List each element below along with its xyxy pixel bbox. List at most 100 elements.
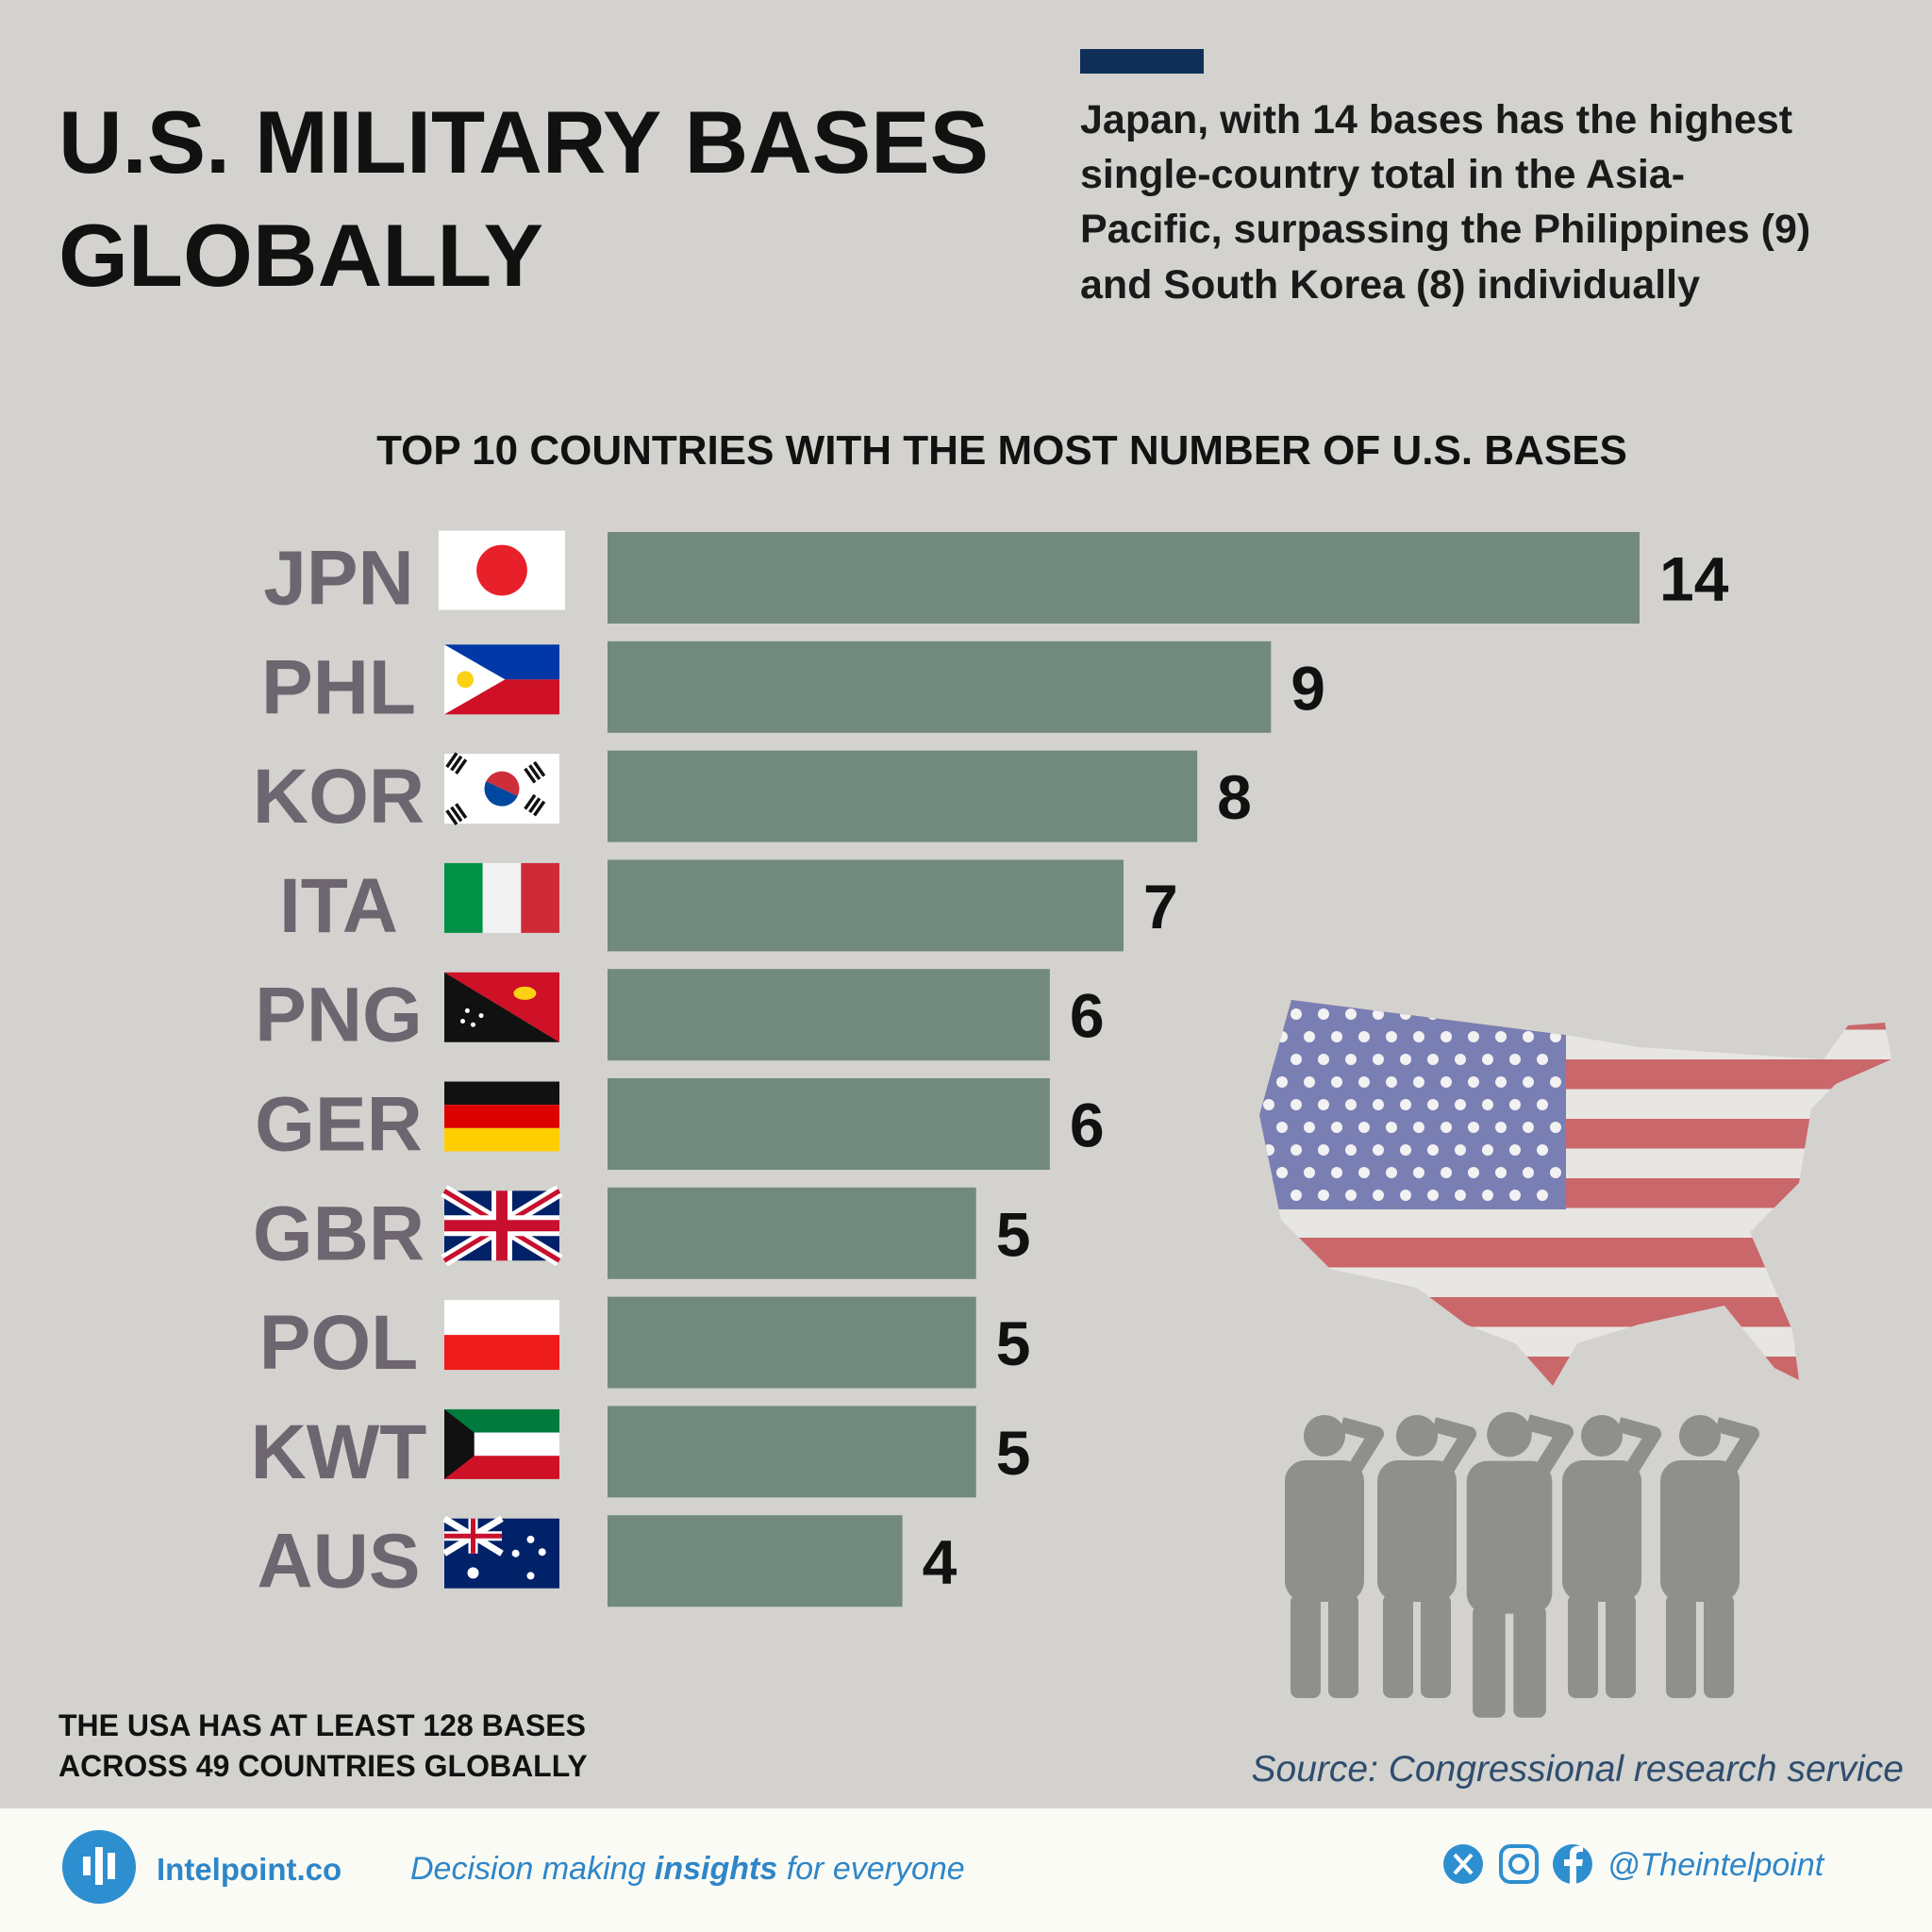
bar xyxy=(608,859,1124,952)
soldier-head xyxy=(1304,1415,1345,1457)
value-label: 9 xyxy=(1291,653,1325,723)
star xyxy=(1482,1190,1493,1201)
flag-band xyxy=(444,1081,559,1106)
flag xyxy=(444,862,559,933)
star xyxy=(1291,1099,1302,1110)
flag xyxy=(444,752,559,825)
star xyxy=(1523,1167,1534,1178)
flag-star xyxy=(478,1013,484,1019)
value-label: 8 xyxy=(1217,762,1252,832)
bar xyxy=(608,1078,1050,1170)
star xyxy=(1495,1167,1507,1178)
soldier-leg xyxy=(1666,1594,1696,1698)
star xyxy=(1537,1144,1548,1156)
flag-star xyxy=(526,1572,535,1580)
star xyxy=(1386,1122,1397,1133)
value-label: 5 xyxy=(996,1308,1031,1378)
star xyxy=(1441,1076,1452,1088)
star xyxy=(1441,1031,1452,1042)
instagram-icon-lens xyxy=(1508,1854,1529,1874)
flag-band xyxy=(444,862,483,933)
soldier-body xyxy=(1285,1460,1364,1602)
star xyxy=(1482,1144,1493,1156)
tagline: Decision making insights for everyone xyxy=(410,1851,965,1887)
star xyxy=(1318,1190,1329,1201)
star xyxy=(1550,1122,1561,1133)
star xyxy=(1345,1054,1357,1065)
tagline-part: Decision making xyxy=(410,1851,646,1887)
chart-title: TOP 10 COUNTRIES WITH THE MOST NUMBER OF… xyxy=(376,427,1627,474)
bar xyxy=(608,750,1198,842)
star xyxy=(1373,1144,1384,1156)
star xyxy=(1304,1122,1315,1133)
category-label: POL xyxy=(259,1300,419,1386)
flag-bar xyxy=(528,764,541,781)
star xyxy=(1373,1190,1384,1201)
title-line: GLOBALLY xyxy=(58,206,543,305)
accent-bar xyxy=(1080,49,1204,74)
logo-bar xyxy=(108,1853,115,1879)
star xyxy=(1468,1076,1479,1088)
flag-field xyxy=(444,1335,559,1371)
flag-triangle xyxy=(444,644,506,715)
x-icon-glyph xyxy=(1453,1853,1474,1875)
star xyxy=(1304,1167,1315,1178)
star xyxy=(1455,1144,1466,1156)
star xyxy=(1276,1122,1288,1133)
handle[interactable]: @Theintelpoint xyxy=(1607,1847,1825,1883)
star xyxy=(1509,1099,1521,1110)
star xyxy=(1276,1076,1288,1088)
flag-bar xyxy=(528,797,541,813)
flag-bar xyxy=(455,758,468,774)
star xyxy=(1455,1099,1466,1110)
star xyxy=(1345,1008,1357,1020)
star xyxy=(1400,1144,1411,1156)
flag xyxy=(441,1185,563,1267)
star xyxy=(1455,1190,1466,1201)
instagram-icon[interactable] xyxy=(1499,1844,1539,1884)
note-line: ACROSS 49 COUNTRIES GLOBALLY xyxy=(58,1749,588,1783)
flag-bar xyxy=(445,752,458,769)
category-label: GBR xyxy=(253,1191,425,1276)
category-label: KOR xyxy=(253,754,425,840)
flag-band xyxy=(482,862,522,933)
flag-star xyxy=(460,1019,466,1024)
star xyxy=(1468,1031,1479,1042)
flag-band xyxy=(444,1105,559,1128)
category-label: PHL xyxy=(261,644,416,730)
flag-field xyxy=(444,1300,559,1336)
soldier-leg xyxy=(1568,1594,1598,1698)
soldier-leg xyxy=(1704,1594,1734,1698)
flag xyxy=(444,644,559,715)
flag xyxy=(444,1408,559,1479)
flag xyxy=(439,530,565,610)
flag-bar xyxy=(524,767,537,784)
star xyxy=(1427,1190,1439,1201)
star xyxy=(1509,1054,1521,1065)
star xyxy=(1550,1167,1561,1178)
flag xyxy=(444,972,559,1042)
category-label: KWT xyxy=(251,1409,427,1495)
star xyxy=(1331,1167,1342,1178)
soldier-leg xyxy=(1606,1594,1636,1698)
flag-star xyxy=(464,1008,470,1013)
star xyxy=(1291,1054,1302,1065)
bar xyxy=(608,641,1272,733)
category-label: ITA xyxy=(279,863,398,949)
flag xyxy=(442,1515,559,1589)
star xyxy=(1304,1031,1315,1042)
star xyxy=(1318,1008,1329,1020)
soldier-arm xyxy=(1616,1417,1661,1476)
flag-trapezoid xyxy=(444,1408,475,1479)
tagline-part: insights xyxy=(655,1851,777,1887)
flag-bar xyxy=(524,793,537,810)
annotation-line: Japan, with 14 bases has the highest xyxy=(1080,97,1792,142)
star xyxy=(1537,1190,1548,1201)
star xyxy=(1386,1076,1397,1088)
flag-yang xyxy=(484,781,518,807)
category-label: GER xyxy=(255,1082,423,1168)
star xyxy=(1523,1031,1534,1042)
soldier-head xyxy=(1487,1411,1532,1457)
category-label: AUS xyxy=(257,1519,420,1605)
star xyxy=(1482,1054,1493,1065)
